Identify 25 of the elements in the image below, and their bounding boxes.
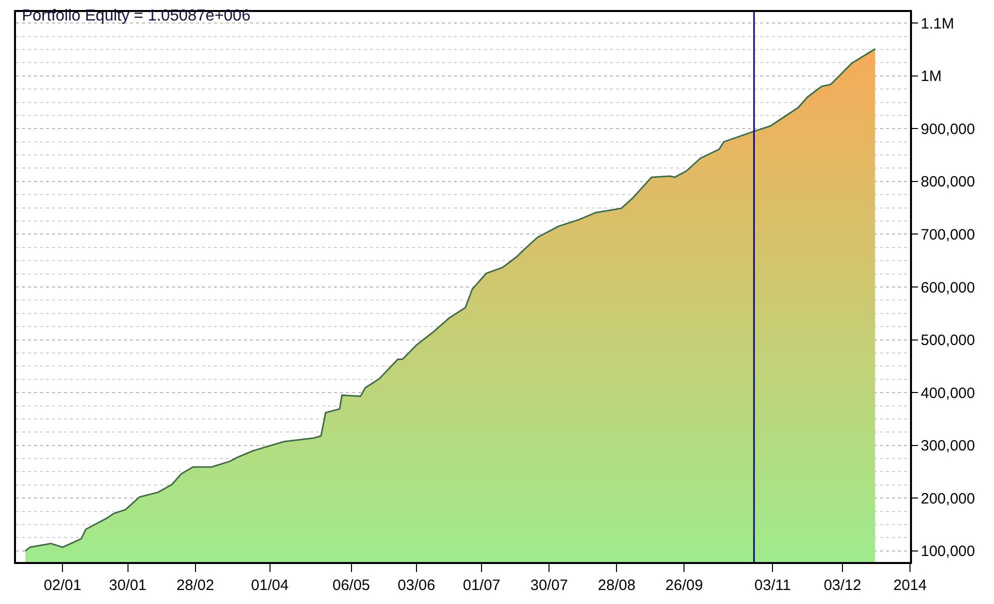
x-tick-label: 02/01	[44, 576, 82, 594]
y-tick-label: 400,000	[920, 384, 975, 402]
x-tick-label: 2014	[893, 576, 927, 594]
chart-title: Portfolio Equity = 1.05087e+006	[22, 7, 251, 24]
x-tick-label: 01/04	[250, 576, 289, 594]
y-tick-label: 1M	[920, 68, 942, 86]
x-tick-label: 28/08	[598, 576, 636, 594]
x-tick-label: 01/07	[462, 576, 500, 594]
y-tick-label: 200,000	[920, 490, 975, 508]
y-tick-label: 600,000	[920, 279, 975, 296]
y-tick-label: 300,000	[920, 438, 975, 455]
x-tick-label: 06/05	[332, 576, 370, 594]
x-tick-label: 28/02	[176, 576, 214, 594]
x-tick-label: 26/09	[665, 576, 703, 594]
x-tick-label: 03/11	[754, 576, 791, 594]
y-tick-label: 800,000	[920, 174, 975, 191]
y-tick-label: 900,000	[920, 120, 975, 138]
y-tick-label: 100,000	[920, 543, 975, 560]
y-tick-label: 500,000	[920, 332, 975, 350]
x-tick-label: 30/07	[530, 576, 568, 594]
y-tick-label: 1.1M	[920, 15, 954, 32]
x-tick-label: 03/06	[398, 576, 436, 594]
y-tick-label: 700,000	[920, 226, 975, 244]
x-tick-label: 03/12	[824, 576, 862, 594]
x-tick-label: 30/01	[108, 576, 147, 594]
